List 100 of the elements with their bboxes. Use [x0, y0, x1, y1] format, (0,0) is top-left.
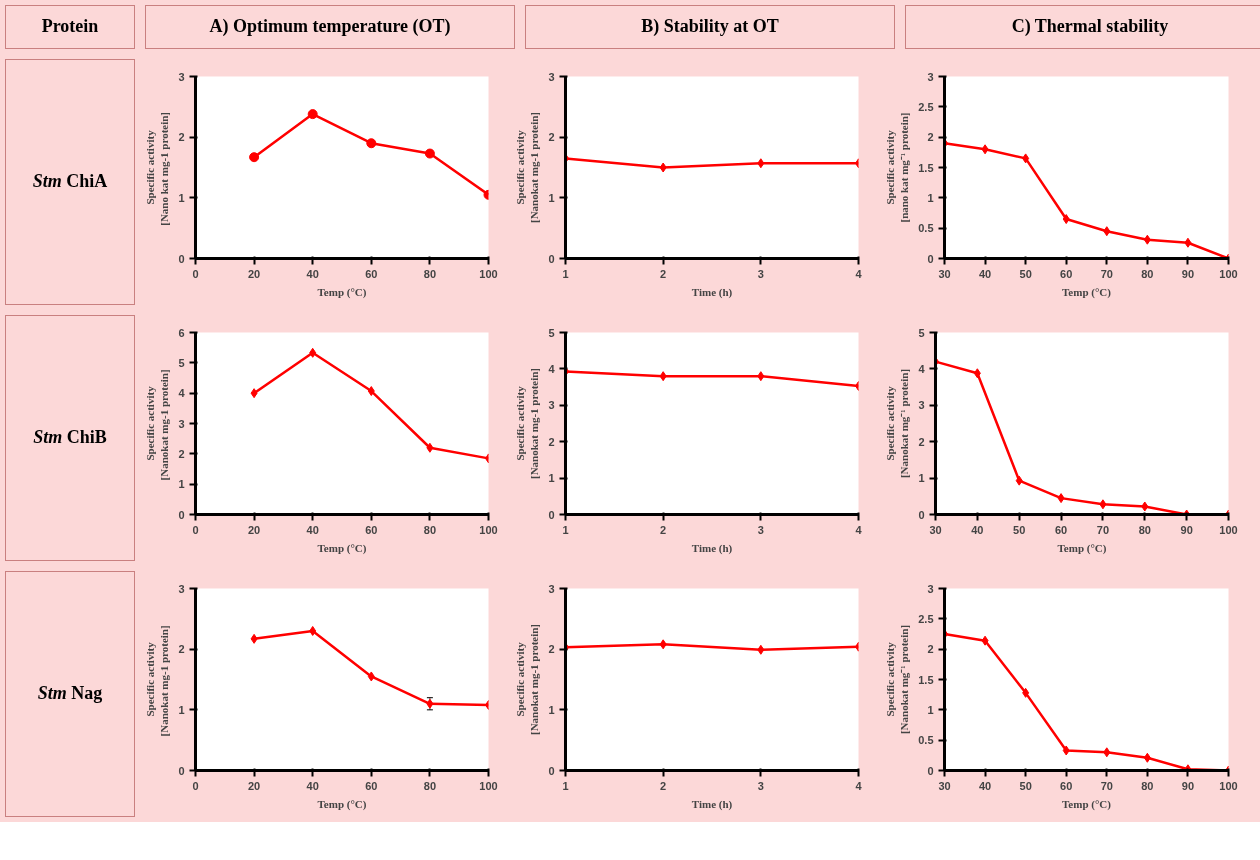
y-tick-label: 2: [927, 643, 934, 656]
x-tick-label: 3: [757, 523, 764, 536]
x-tick-label: 60: [365, 523, 378, 536]
x-tick-label: 1: [562, 779, 569, 792]
y-tick-label: 1: [548, 191, 555, 204]
y-tick-label: 0.5: [918, 734, 934, 747]
y-tick-label: 2: [178, 447, 185, 460]
x-tick-label: 20: [247, 523, 261, 536]
y-tick-label: 1: [918, 472, 925, 485]
x-axis-title: Time (h): [691, 285, 733, 299]
y-tick-label: 3: [178, 417, 185, 430]
x-tick-label: 100: [479, 779, 498, 792]
y-tick-label: 0: [178, 252, 185, 265]
x-tick-label: 80: [1141, 267, 1154, 280]
x-tick-label: 70: [1100, 779, 1113, 792]
chart-title: C) Thermal stability: [1011, 15, 1169, 39]
x-tick-label: 40: [978, 779, 992, 792]
y-axis-title: Specific activity [Nanokat mg-1 protein]: [513, 367, 541, 480]
y-tick-label: 2.5: [918, 100, 934, 113]
x-tick-label: 100: [1219, 523, 1238, 536]
x-tick-label: 40: [306, 523, 319, 536]
y-tick-label: 0: [548, 252, 555, 265]
x-tick-label: 90: [1181, 779, 1195, 792]
y-tick-label: 6: [178, 326, 185, 339]
x-tick-label: 40: [978, 267, 992, 280]
x-tick-label: 80: [423, 267, 437, 280]
x-tick-label: 100: [479, 267, 498, 280]
y-tick-label: 1: [548, 472, 555, 485]
x-tick-label: 4: [855, 779, 863, 792]
x-tick-label: 30: [938, 779, 951, 792]
x-tick-label: 50: [1019, 267, 1032, 280]
y-tick-label: 5: [918, 326, 925, 339]
y-tick-label: 4: [918, 362, 926, 375]
x-tick-label: 80: [1138, 523, 1151, 536]
chart-title: B) Stability at OT: [641, 15, 779, 39]
x-tick-label: 50: [1019, 779, 1032, 792]
y-tick-label: 2: [178, 643, 185, 656]
y-tick-label: 5: [548, 326, 555, 339]
x-tick-label: 30: [938, 267, 951, 280]
y-tick-label: 4: [548, 362, 556, 375]
y-tick-label: 2: [918, 435, 925, 448]
y-tick-label: 1: [178, 191, 185, 204]
y-tick-label: 1.5: [918, 161, 934, 174]
x-tick-label: 60: [365, 779, 378, 792]
y-tick-label: 3: [918, 399, 925, 412]
y-tick-label: 3: [927, 582, 934, 595]
x-tick-label: 3: [757, 267, 764, 280]
x-tick-label: 100: [1219, 779, 1238, 792]
x-tick-label: 100: [1219, 267, 1238, 280]
x-tick-label: 70: [1096, 523, 1110, 536]
x-axis-title: Temp (°C): [1057, 541, 1107, 555]
x-tick-label: 30: [929, 523, 942, 536]
y-tick-label: 3: [927, 70, 934, 83]
x-tick-label: 80: [423, 779, 437, 792]
x-axis-title: Temp (°C): [1062, 285, 1112, 299]
x-tick-label: 90: [1180, 523, 1193, 536]
x-tick-label: 40: [971, 523, 984, 536]
y-axis-title: Specific activity [Nanokat mg-1 protein]: [513, 623, 541, 736]
y-tick-label: 3: [178, 582, 185, 595]
x-tick-label: 100: [479, 523, 498, 536]
x-tick-label: 80: [423, 523, 437, 536]
y-tick-label: 0: [548, 508, 555, 521]
x-tick-label: 2: [660, 523, 667, 536]
y-tick-label: 1: [548, 703, 555, 716]
x-tick-label: 70: [1100, 267, 1113, 280]
y-tick-label: 2: [548, 643, 555, 656]
x-tick-label: 1: [562, 267, 569, 280]
x-axis-title: Temp (°C): [317, 285, 367, 299]
y-axis-title: Specific activity [Nanokat mg⁻¹ protein]: [883, 624, 911, 735]
y-axis-title: Specific activity [Nanokat mg-1 protein]: [513, 111, 541, 224]
y-tick-label: 2: [927, 131, 934, 144]
y-axis-title: Specific activity [Nanokat mg-1 protein]: [143, 625, 171, 737]
x-tick-label: 2: [660, 267, 667, 280]
text: Stm Nag: [37, 682, 103, 706]
x-tick-label: 1: [562, 523, 569, 536]
x-axis-title: Temp (°C): [1062, 797, 1112, 811]
y-tick-label: 5: [178, 356, 185, 369]
text: Stm ChiB: [33, 426, 107, 450]
x-axis-title: Time (h): [691, 541, 733, 555]
x-axis-title: Temp (°C): [317, 797, 367, 811]
y-tick-label: 3: [178, 70, 185, 83]
x-tick-label: 60: [365, 267, 378, 280]
x-tick-label: 60: [1060, 267, 1073, 280]
x-tick-label: 20: [247, 267, 261, 280]
y-tick-label: 1.5: [918, 673, 934, 686]
y-tick-label: 3: [548, 582, 555, 595]
y-axis-title: Specific activity [nano kat mg⁻¹ protein]: [883, 112, 911, 223]
y-tick-label: 0: [927, 764, 934, 777]
x-tick-label: 90: [1181, 267, 1195, 280]
y-tick-label: 0: [927, 252, 934, 265]
y-tick-label: 0: [178, 508, 185, 521]
y-tick-label: 1: [178, 478, 185, 491]
y-tick-label: 0: [178, 764, 185, 777]
y-tick-label: 4: [178, 387, 186, 400]
y-axis-title: Specific activity [Nano kat mg-1 protein]: [143, 111, 171, 226]
x-tick-label: 4: [855, 523, 863, 536]
x-tick-label: 80: [1141, 779, 1154, 792]
x-tick-label: 0: [192, 267, 199, 280]
x-tick-label: 4: [855, 267, 863, 280]
x-tick-label: 40: [306, 779, 319, 792]
